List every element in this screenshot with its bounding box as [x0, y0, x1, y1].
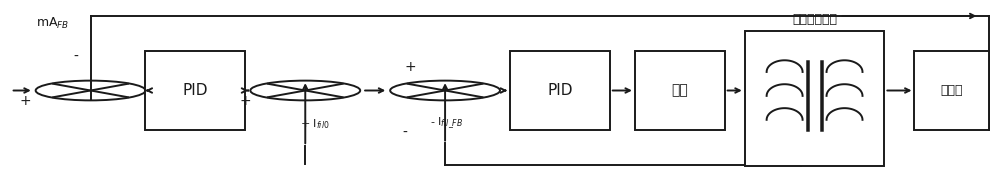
Text: 灯丝驱动电路: 灯丝驱动电路: [792, 13, 837, 26]
Text: +: +: [240, 94, 251, 108]
Text: -: -: [73, 50, 78, 64]
Text: +: +: [20, 94, 31, 108]
Text: +: +: [404, 60, 416, 74]
FancyBboxPatch shape: [510, 51, 610, 130]
FancyBboxPatch shape: [145, 51, 245, 130]
FancyBboxPatch shape: [635, 51, 725, 130]
FancyBboxPatch shape: [745, 31, 884, 166]
Text: - I$_{fil\_FB}$: - I$_{fil\_FB}$: [430, 116, 463, 131]
FancyBboxPatch shape: [914, 51, 989, 130]
Text: -: -: [403, 126, 408, 140]
Text: 调制: 调制: [671, 83, 688, 98]
Text: + I$_{fil0}$: + I$_{fil0}$: [300, 117, 330, 131]
Text: PID: PID: [547, 83, 573, 98]
Text: mA$_{FB}$: mA$_{FB}$: [36, 16, 69, 31]
Text: 射线管: 射线管: [941, 84, 963, 97]
Text: PID: PID: [183, 83, 208, 98]
